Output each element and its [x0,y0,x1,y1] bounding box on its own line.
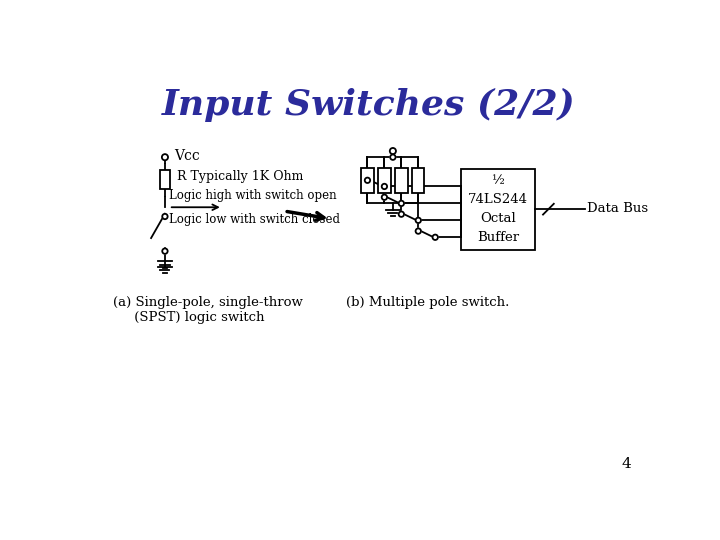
Circle shape [365,178,370,183]
Text: Input Switches (2/2): Input Switches (2/2) [162,88,576,122]
Text: 4: 4 [621,457,631,471]
Text: R Typically 1K Ohm: R Typically 1K Ohm [177,170,304,184]
Text: ½
74LS244
Octal
Buffer: ½ 74LS244 Octal Buffer [468,174,528,244]
Bar [395,168,408,193]
Bar [462,168,534,249]
Bar [160,171,171,190]
Bar [378,168,390,193]
Circle shape [399,212,404,217]
Circle shape [162,248,168,254]
Bar [361,168,374,193]
Circle shape [433,234,438,240]
Text: (a) Single-pole, single-throw
     (SPST) logic switch: (a) Single-pole, single-throw (SPST) log… [113,296,303,324]
Text: (b) Multiple pole switch.: (b) Multiple pole switch. [346,296,509,309]
Circle shape [399,201,404,206]
Circle shape [382,194,387,200]
Circle shape [390,148,396,154]
Text: Data Bus: Data Bus [587,202,648,215]
Circle shape [390,154,395,160]
Bar [412,168,425,193]
Circle shape [162,214,168,219]
Text: Vcc: Vcc [174,148,200,163]
Text: Logic high with switch open: Logic high with switch open [168,189,336,202]
Circle shape [382,184,387,189]
Circle shape [415,228,421,234]
Circle shape [415,218,421,223]
Text: Logic low with switch closed: Logic low with switch closed [168,213,340,226]
Circle shape [162,154,168,160]
